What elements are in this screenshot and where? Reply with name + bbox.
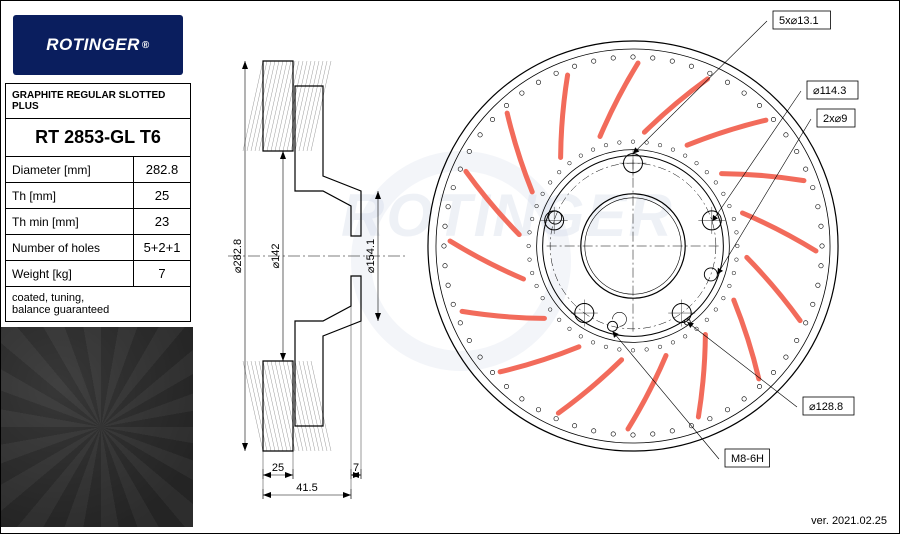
spec-label: Number of holes bbox=[6, 235, 134, 261]
spec-value: 25 bbox=[134, 183, 191, 209]
spec-label: Th [mm] bbox=[6, 183, 134, 209]
spec-value: 7 bbox=[134, 261, 191, 287]
svg-text:⌀142: ⌀142 bbox=[270, 244, 282, 269]
spec-value: 5+2+1 bbox=[134, 235, 191, 261]
svg-text:⌀114.3: ⌀114.3 bbox=[813, 85, 846, 97]
svg-text:M8-6H: M8-6H bbox=[731, 453, 764, 465]
technical-drawing: ⌀282.8 ⌀142 ⌀154.1 25 41.5 7 5x⌀13.1 ⌀114.3 2x⌀9… bbox=[193, 1, 900, 511]
product-photo bbox=[1, 327, 193, 527]
svg-text:⌀128.8: ⌀128.8 bbox=[809, 401, 843, 413]
svg-text:2x⌀9: 2x⌀9 bbox=[823, 113, 847, 125]
spec-value: 282.8 bbox=[134, 157, 191, 183]
svg-text:25: 25 bbox=[272, 462, 284, 474]
brand-logo: ROTINGER bbox=[13, 15, 183, 75]
svg-text:5x⌀13.1: 5x⌀13.1 bbox=[779, 15, 819, 27]
spec-label: Weight [kg] bbox=[6, 261, 134, 287]
spec-notes: coated, tuning, balance guaranteed bbox=[6, 287, 191, 322]
part-number: RT 2853-GL T6 bbox=[6, 119, 191, 157]
svg-text:41.5: 41.5 bbox=[296, 482, 317, 494]
spec-label: Th min [mm] bbox=[6, 209, 134, 235]
spec-value: 23 bbox=[134, 209, 191, 235]
version-label: ver. 2021.02.25 bbox=[811, 515, 887, 527]
product-type: GRAPHITE REGULAR SLOTTED PLUS bbox=[6, 84, 191, 119]
svg-text:7: 7 bbox=[353, 462, 359, 474]
svg-text:⌀282.8: ⌀282.8 bbox=[232, 239, 244, 273]
spec-table: GRAPHITE REGULAR SLOTTED PLUS RT 2853-GL… bbox=[5, 83, 191, 322]
svg-text:⌀154.1: ⌀154.1 bbox=[365, 239, 377, 273]
spec-label: Diameter [mm] bbox=[6, 157, 134, 183]
